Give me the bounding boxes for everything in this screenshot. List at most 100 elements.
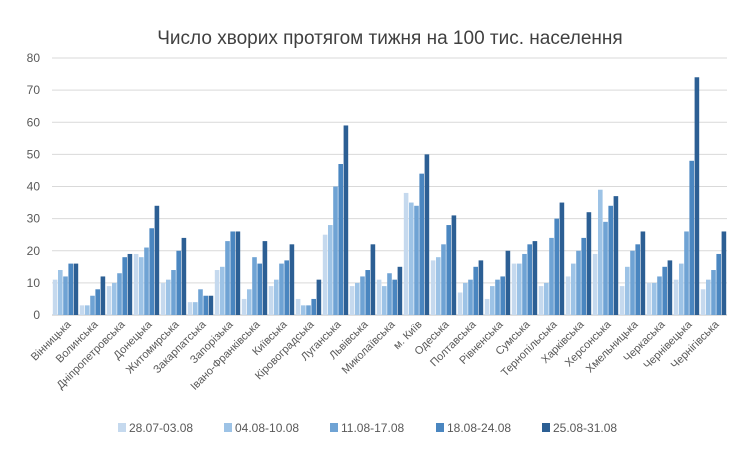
y-tick-label: 10 <box>27 276 41 290</box>
bar <box>706 279 711 315</box>
bar <box>241 298 247 315</box>
bar <box>679 263 684 315</box>
bar <box>58 270 63 315</box>
bar <box>349 286 355 315</box>
bar <box>144 247 149 315</box>
bar <box>360 276 365 315</box>
chart-title: Число хворих протягом тижня на 100 тис. … <box>157 28 622 49</box>
bar <box>592 253 598 315</box>
bar <box>284 260 289 315</box>
bar <box>316 279 322 315</box>
bar <box>301 305 306 315</box>
x-axis-category-labels: ВінницькаВолинськаДніпропетровськаДонець… <box>29 318 722 393</box>
bar <box>203 295 208 315</box>
legend: 28.07-03.08 04.08-10.08 11.08-17.08 18.08-2… <box>118 421 617 435</box>
bar <box>160 282 166 316</box>
bar <box>619 286 625 315</box>
legend-label: 04.08-10.08 <box>235 421 299 435</box>
y-tick-label: 20 <box>27 244 41 258</box>
bar <box>208 295 214 315</box>
bar <box>581 237 586 315</box>
bar <box>716 253 721 315</box>
bar <box>463 282 468 316</box>
bar <box>441 244 446 315</box>
bar <box>171 270 176 315</box>
y-tick-label: 30 <box>27 212 41 226</box>
y-tick-label: 70 <box>27 83 41 97</box>
bar <box>554 218 559 316</box>
bar <box>473 266 478 315</box>
bar <box>571 263 576 315</box>
gridlines <box>52 57 727 316</box>
bar <box>505 250 511 315</box>
bar <box>68 263 73 315</box>
bar <box>322 234 328 315</box>
bar <box>187 302 193 315</box>
bar <box>117 273 122 315</box>
bar <box>343 125 349 316</box>
bar <box>414 205 419 315</box>
bar <box>235 231 241 315</box>
bar <box>154 205 160 315</box>
bar <box>684 231 689 315</box>
bar <box>721 231 727 315</box>
bar <box>419 173 424 315</box>
bar <box>625 266 630 315</box>
bar <box>268 286 274 315</box>
bar <box>576 250 581 315</box>
bar <box>274 279 279 315</box>
bar <box>484 298 490 315</box>
bar <box>565 276 571 315</box>
bar <box>490 286 495 315</box>
bar <box>397 266 403 315</box>
y-tick-label: 60 <box>27 115 41 129</box>
bar <box>559 202 565 315</box>
bar <box>527 244 532 315</box>
bar <box>532 241 538 315</box>
bar <box>112 282 117 316</box>
bar <box>365 270 370 315</box>
bar <box>95 289 100 315</box>
bar <box>106 286 112 315</box>
bar <box>662 266 667 315</box>
bars <box>52 77 727 316</box>
bar <box>333 186 338 315</box>
bar <box>355 282 360 316</box>
bar <box>225 241 230 315</box>
bar <box>247 289 252 315</box>
bar <box>257 263 262 315</box>
y-axis-tick-labels: 0 10 20 30 40 50 60 70 80 <box>27 51 41 322</box>
bar <box>311 298 316 315</box>
legend-swatch <box>224 423 232 432</box>
bar <box>52 279 58 315</box>
bar <box>295 298 301 315</box>
bar <box>657 276 662 315</box>
bar <box>387 273 392 315</box>
bar <box>214 270 220 315</box>
bar <box>538 286 544 315</box>
bar <box>673 279 679 315</box>
legend-swatch <box>330 423 338 432</box>
bar <box>409 202 414 315</box>
bar <box>370 244 376 315</box>
bar <box>603 221 608 315</box>
bar <box>122 257 127 315</box>
bar <box>635 244 640 315</box>
bar <box>517 263 522 315</box>
legend-swatch <box>436 423 444 432</box>
bar <box>392 279 397 315</box>
bar <box>436 257 441 315</box>
bar <box>198 289 203 315</box>
bar <box>667 260 673 315</box>
bar <box>700 289 706 315</box>
bar <box>549 237 554 315</box>
bar <box>711 270 716 315</box>
bar <box>468 279 473 315</box>
legend-label: 18.08-24.08 <box>447 421 511 435</box>
bar <box>652 282 657 316</box>
bar <box>451 215 457 315</box>
bar <box>500 276 505 315</box>
bar <box>511 263 517 315</box>
legend-label: 25.08-31.08 <box>553 421 617 435</box>
